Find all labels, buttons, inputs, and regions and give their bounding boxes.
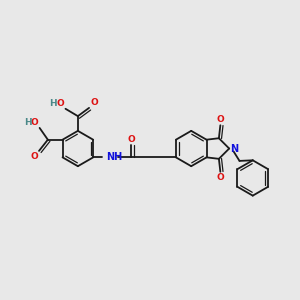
Text: NH: NH: [106, 152, 122, 162]
Text: O: O: [217, 173, 224, 182]
Text: O: O: [90, 98, 98, 107]
Text: O: O: [217, 115, 224, 124]
Text: O: O: [57, 99, 64, 108]
Text: H: H: [24, 118, 32, 127]
Text: N: N: [230, 143, 238, 154]
Text: H: H: [50, 99, 57, 108]
Text: O: O: [30, 152, 38, 161]
Text: O: O: [31, 118, 38, 127]
Text: O: O: [128, 134, 135, 143]
